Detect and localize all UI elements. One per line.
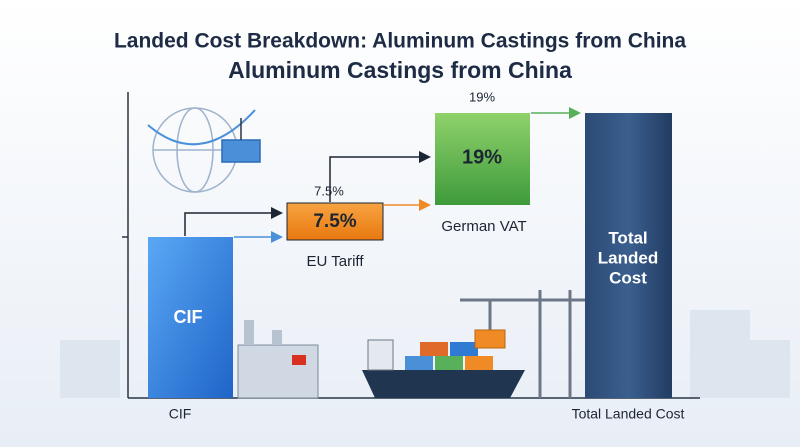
title: Landed Cost Breakdown: Aluminum Castings… <box>114 30 686 53</box>
vat-box <box>435 113 530 205</box>
tariff-box-label: 7.5% <box>313 211 356 232</box>
tariff-caption: EU Tariff <box>307 253 365 270</box>
background-buildings <box>60 310 790 398</box>
total-bar-label: Total <box>608 228 647 247</box>
globe-icon <box>147 107 261 193</box>
ship-icon <box>362 339 525 398</box>
total-bar-label: Cost <box>609 268 647 287</box>
cif-caption: CIF <box>169 406 192 422</box>
cif-bar <box>148 237 233 398</box>
total-bar-label: Landed <box>598 248 658 267</box>
subtitle: Aluminum Castings from China <box>228 57 572 83</box>
vat-note: 19% <box>469 89 495 104</box>
crane-icon <box>460 290 585 398</box>
vat-caption: German VAT <box>441 218 526 235</box>
factory-icon <box>237 320 319 399</box>
tariff-box <box>286 202 384 241</box>
arrow <box>329 151 431 202</box>
arrow <box>184 207 283 236</box>
tariff-note: 7.5% <box>314 183 344 198</box>
cif-bar-label: CIF <box>174 307 203 327</box>
total-caption: Total Landed Cost <box>572 406 685 422</box>
vat-box-label: 19% <box>462 146 502 168</box>
total-bar <box>585 113 672 398</box>
